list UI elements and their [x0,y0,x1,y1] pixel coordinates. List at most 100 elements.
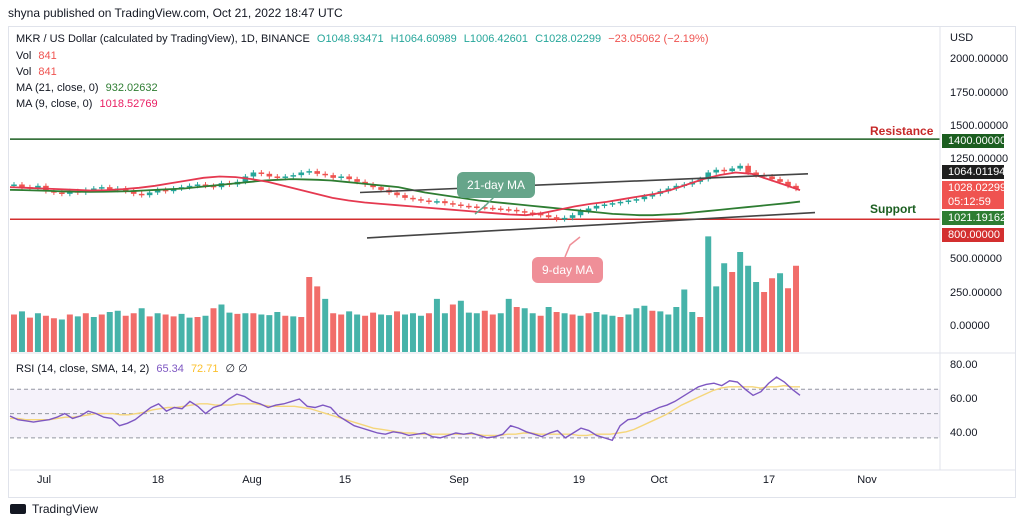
candle-body [314,171,321,174]
candle-body [35,185,41,189]
volume-bar [82,313,89,352]
volume-bar [186,317,193,352]
volume-bar [649,310,656,352]
vol2-legend[interactable]: Vol 841 [16,66,61,78]
price-axis-label: 1500.00000 [950,120,1009,132]
chart-grid [10,27,1015,471]
volume-bar [338,314,345,352]
volume-bar [218,304,225,352]
candle-body [466,205,472,208]
volume-bar [298,317,305,352]
tradingview-logo-icon [10,504,26,514]
low-value: L1006.42601 [463,33,528,45]
volume-bar [785,288,792,352]
support-annotation: Support [870,202,916,216]
volume-bar [545,307,552,352]
candle-body [442,201,448,204]
brand-label: TradingView [32,502,99,516]
volume-bar [194,317,201,352]
candle-body [785,181,791,186]
volume-bar [130,313,137,352]
candle-body [146,192,153,196]
volume-bar [409,313,416,352]
volume-bar [146,316,153,352]
volume-bar [673,307,680,352]
candle-body [450,203,456,205]
volume-bar [266,315,273,352]
volume-bar [737,252,744,352]
vol-legend[interactable]: Vol 841 [16,50,61,62]
volume-bar [322,298,329,352]
volume-bar [745,265,752,352]
volume-bar [753,282,760,352]
resistance-price-tag: 1400.00000 [942,134,1006,148]
volume-bar [433,298,440,352]
x-axis-label: 19 [572,474,586,486]
candle-body [138,193,145,196]
ma9-price-tag: 1064.01194 [942,165,1005,179]
candle-body [290,175,297,177]
volume-bar [370,312,377,352]
rsi-extra: ∅ ∅ [225,363,248,375]
volume-bar [258,314,265,352]
volume-bar [394,311,401,352]
candle-body [745,165,751,173]
volume-bar [138,308,145,352]
volume-bar [178,313,185,352]
candle-body [737,165,743,169]
candle-body [250,172,257,177]
volume-bar [721,263,728,352]
volume-bar [106,312,113,352]
countdown-tag: 05:12:59 [942,195,1004,209]
candle-body [585,208,592,212]
volume-bar [346,311,353,352]
price-axis-label: 250.00000 [950,287,1002,299]
candle-body [306,171,313,173]
volume-bar [697,317,704,352]
ma21-legend[interactable]: MA (21, close, 0) 932.02632 [16,82,162,94]
volume-bar [705,236,712,352]
volume-bar [641,305,648,352]
volume-bar [585,313,592,352]
x-axis-label: 15 [338,474,352,486]
x-axis-label: 17 [762,474,776,486]
volume-bar [210,308,217,352]
volume-bar [402,314,408,352]
rsi-axis-label: 60.00 [950,393,978,405]
trendlines [359,173,816,258]
candle-body [769,176,775,180]
candle-body [561,217,568,220]
tradingview-logo[interactable]: TradingView [10,502,98,516]
candle-body [19,184,25,188]
volume-bar [18,311,25,352]
volume-bar [577,315,584,352]
candle-body [513,209,520,212]
candle-body [633,199,640,201]
symbol-title[interactable]: MKR / US Dollar (calculated by TradingVi… [16,33,310,45]
currency-label: USD [950,32,974,44]
volume-bar [425,313,432,352]
candle-body [434,201,440,203]
candle-body [601,204,608,207]
volume-bar [769,278,776,352]
candle-body [777,179,783,182]
volume-bar [513,307,520,352]
ma21-legend-value: 932.02632 [105,82,158,94]
chart-frame [8,26,1016,498]
candle-body [274,176,281,178]
candle-body [729,168,735,172]
volume-bar [441,313,448,352]
candle-body [394,192,400,196]
x-axis-label: 18 [151,474,165,486]
volume-bar [465,312,472,352]
x-axis-label: Oct [650,474,668,486]
volume-bar [457,300,464,352]
candle-body [106,187,113,190]
volume-bar [58,319,65,352]
ma9-line [9,171,801,217]
ma9-legend[interactable]: MA (9, close, 0) 1018.52769 [16,98,162,110]
rsi-legend[interactable]: RSI (14, close, SMA, 14, 2) 65.34 72.71 … [16,362,252,375]
resistance-annotation: Resistance [870,124,934,138]
candle-body [90,188,97,190]
